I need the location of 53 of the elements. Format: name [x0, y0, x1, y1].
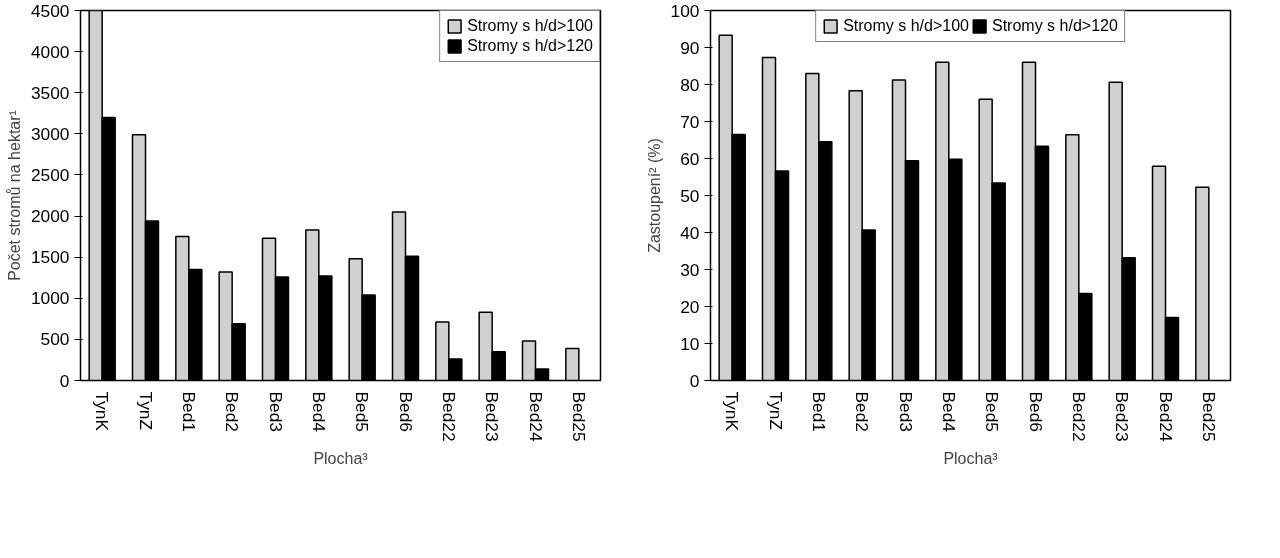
legend-label: Stromy s h/d>100	[843, 17, 969, 35]
x-tick-label: TynZ	[765, 391, 786, 431]
x-tick-label: Bed23	[482, 391, 503, 442]
x-tick-label: Bed3	[265, 391, 286, 432]
x-tick-label: Bed5	[352, 391, 373, 432]
y-tick-label: 2500	[30, 164, 70, 185]
y-tick-label: 1000	[30, 288, 70, 309]
y-tick-label: 4500	[30, 0, 70, 21]
x-tick-label: Bed1	[808, 391, 829, 432]
y-tick-label: 1500	[30, 247, 70, 268]
y-tick-label: 20	[680, 296, 700, 317]
x-tick-label: Bed25	[1198, 391, 1219, 442]
x-tick-label: Bed4	[938, 391, 959, 433]
y-tick-label: 90	[680, 37, 700, 58]
x-tick-label: Bed2	[852, 391, 873, 432]
y-tick-label: 40	[680, 222, 700, 243]
x-tick-label: TynK	[92, 391, 113, 432]
x-tick-label: Bed4	[308, 391, 329, 433]
x-tick-label: Bed22	[438, 391, 459, 442]
y-tick-label: 3500	[30, 82, 70, 103]
y-tick-label: 50	[680, 185, 700, 206]
y-tick-label: 10	[680, 333, 700, 354]
y-tick-label: 30	[680, 259, 700, 280]
x-tick-label: Bed24	[1155, 391, 1176, 442]
y-tick-label: 60	[680, 148, 700, 169]
y-axis-title: Zastoupení² (%)	[645, 138, 663, 253]
x-tick-label: TynZ	[135, 391, 156, 431]
y-tick-label: 500	[40, 329, 70, 350]
legend-label: Stromy s h/d>100	[467, 17, 593, 35]
y-tick-label: 80	[680, 74, 700, 95]
x-tick-label: Bed5	[982, 391, 1003, 432]
x-tick-label: Bed25	[568, 391, 589, 442]
y-tick-label: 0	[689, 370, 700, 391]
legend-label: Stromy s h/d>120	[467, 37, 593, 55]
x-tick-label: Bed1	[178, 391, 199, 432]
y-tick-label: 4000	[30, 41, 70, 62]
x-axis-title: Plocha³	[943, 449, 999, 467]
legend-label: Stromy s h/d>120	[992, 17, 1118, 35]
x-tick-label: TynK	[722, 391, 743, 432]
x-axis-title: Plocha³	[313, 449, 369, 467]
x-tick-label: Bed23	[1112, 391, 1133, 442]
y-tick-label: 70	[680, 111, 700, 132]
y-tick-label: 100	[670, 0, 700, 21]
x-tick-label: Bed3	[895, 391, 916, 432]
y-tick-label: 0	[59, 370, 70, 391]
x-tick-label: Bed6	[395, 391, 416, 432]
x-tick-label: Bed24	[525, 391, 546, 442]
x-tick-label: Bed6	[1025, 391, 1046, 432]
y-axis-title: Počet stromů na hektar¹	[5, 110, 23, 281]
y-tick-label: 3000	[30, 123, 70, 144]
x-tick-label: Bed2	[222, 391, 243, 432]
y-tick-label: 2000	[30, 206, 70, 227]
x-tick-label: Bed22	[1068, 391, 1089, 442]
